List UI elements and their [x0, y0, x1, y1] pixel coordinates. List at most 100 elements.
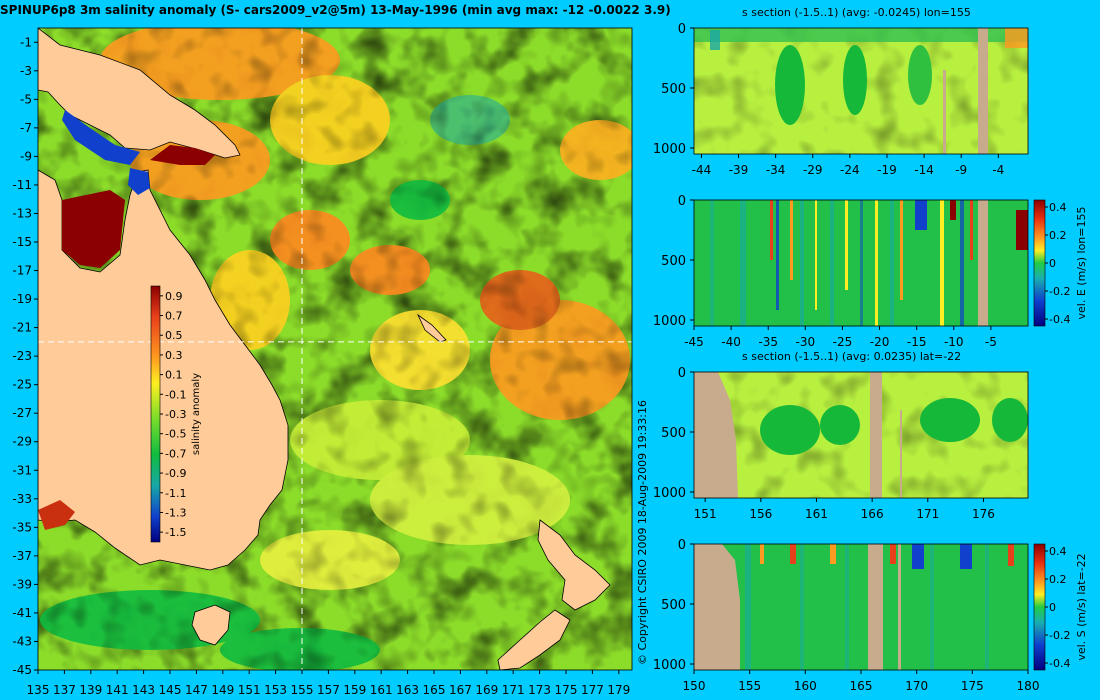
section-land	[870, 372, 882, 498]
section-x-tick-label: 160	[794, 679, 817, 693]
section-y-tick-label: 500	[661, 82, 686, 97]
section-y-tick-label: 500	[661, 254, 686, 269]
map-y-tick-label: -17	[12, 264, 32, 278]
australia	[38, 169, 289, 571]
vel-s-colorbar-label: vel. S (m/s) lat=-22	[1075, 553, 1088, 660]
map-y-tick-label: -1	[20, 35, 32, 49]
map-y-tick-label: -37	[12, 549, 32, 563]
section-x-tick-label: 170	[905, 679, 928, 693]
vel-s-section-plot[interactable]	[693, 543, 1029, 671]
map-x-tick-label: 135	[27, 683, 50, 697]
colorbar-tick-label: 0.9	[165, 290, 183, 303]
map-x-tick-label: 165	[423, 683, 446, 697]
map-x-tick-label: 171	[502, 683, 525, 697]
map-x-tick-label: 149	[211, 683, 234, 697]
colorbar-tick-label: 0.4	[1049, 201, 1067, 214]
map-x-tick-label: 151	[238, 683, 261, 697]
lon-section-plot[interactable]	[693, 27, 1029, 155]
section-y-tick-label: 0	[678, 194, 686, 209]
map-y-tick-label: -15	[12, 235, 32, 249]
vel-e-section-axes: -45 -40 -35 -30 -25 -20 -15 -10 -5 0 500 1000	[653, 194, 997, 349]
section-land	[978, 200, 988, 326]
colorbar-tick-label: 0	[1049, 601, 1056, 614]
section-x-tick-label: -14	[914, 163, 934, 177]
map-y-tick-label: -25	[12, 378, 32, 392]
map-x-tick-label: 167	[449, 683, 472, 697]
colorbar-tick-label: 0.4	[1049, 545, 1067, 558]
lat-section-title: s section (-1.5..1) (avg: 0.0235) lat=-2…	[742, 350, 962, 363]
section-x-tick-label: -30	[796, 335, 816, 349]
section-x-tick-label: -29	[803, 163, 823, 177]
map-x-tick-label: 175	[555, 683, 578, 697]
map-x-tick-label: 161	[370, 683, 393, 697]
section-land	[943, 70, 946, 154]
colorbar-tick-label: -0.1	[165, 388, 186, 401]
section-x-tick-label: -44	[692, 163, 712, 177]
new-caledonia	[416, 313, 447, 343]
salinity-colorbar-ticks: 0.9 0.7 0.5 0.3 0.1 -0.1 -0.3 -0.5 -0.7 -0.9 -1.1 -…	[160, 290, 186, 539]
section-feature	[843, 45, 867, 115]
section-feature	[992, 398, 1028, 442]
map-y-tick-label: -29	[12, 435, 32, 449]
vel-s-section-axes: 150 155 160 165 170 175 180 0 500 1000	[653, 538, 1040, 693]
gulf-of-carpentaria-anomaly	[62, 190, 125, 268]
section-land	[900, 410, 902, 498]
map-y-tick-label: -43	[12, 634, 32, 648]
section-x-tick-label: -4	[992, 163, 1004, 177]
map-x-tick-label: 139	[79, 683, 102, 697]
map-x-tick-label: 179	[607, 683, 630, 697]
section-x-tick-label: 176	[972, 507, 995, 521]
colorbar-tick-label: -0.7	[165, 447, 186, 460]
section-x-tick-label: 161	[805, 507, 828, 521]
colorbar-tick-label: 0.2	[1049, 573, 1067, 586]
crosshair	[38, 28, 632, 670]
map-x-tick-label: 163	[396, 683, 419, 697]
salinity-colorbar-scale	[150, 285, 161, 543]
section-y-tick-label: 0	[678, 538, 686, 553]
map-title: SPINUP6p8 3m salinity anomaly (S- cars20…	[0, 3, 671, 17]
cape-york-fresh-water	[128, 168, 150, 195]
section-x-tick-label: 155	[738, 679, 761, 693]
section-y-tick-label: 1000	[653, 314, 686, 329]
map-x-tick-label: 153	[264, 683, 287, 697]
map-y-tick-label: -35	[12, 520, 32, 534]
map-y-tick-label: -7	[20, 121, 32, 135]
map-y-tick-label: -41	[12, 606, 32, 620]
section-x-tick-label: 151	[694, 507, 717, 521]
section-y-tick-label: 1000	[653, 658, 686, 673]
colorbar-tick-label: -0.2	[1049, 629, 1070, 642]
section-land	[694, 544, 740, 670]
section-x-tick-label: -24	[840, 163, 860, 177]
colorbar-tick-label: -0.4	[1049, 657, 1070, 670]
colorbar-tick-label: -1.1	[165, 487, 186, 500]
colorbar-tick-label: 0.3	[165, 349, 183, 362]
section-frame	[693, 27, 1029, 155]
section-texture	[694, 372, 1028, 498]
map-y-tick-label: -3	[20, 64, 32, 78]
section-x-tick-label: -45	[684, 335, 704, 349]
section-land	[898, 544, 901, 670]
new-zealand-south	[497, 609, 571, 670]
lat-section-plot[interactable]	[693, 371, 1029, 499]
section-land	[978, 28, 988, 154]
vel-e-section-plot[interactable]	[693, 199, 1029, 327]
coastal-anomalies	[38, 110, 215, 530]
map-y-tick-label: -23	[12, 349, 32, 363]
section-x-tick-label: 175	[961, 679, 984, 693]
colorbar-tick-label: 0	[1049, 257, 1056, 270]
map-x-tick-label: 173	[528, 683, 551, 697]
map-x-tick-label: 141	[106, 683, 129, 697]
map-y-tick-label: -27	[12, 406, 32, 420]
map-x-tick-label: 155	[291, 683, 314, 697]
section-y-tick-label: 0	[678, 22, 686, 37]
map-frame	[37, 27, 633, 671]
section-background	[694, 544, 1028, 670]
map-y-tick-label: -31	[12, 463, 32, 477]
section-land	[694, 372, 738, 498]
salinity-map-plot[interactable]	[38, 20, 640, 672]
new-zealand-north	[537, 519, 611, 611]
section-x-tick-label: -40	[721, 335, 741, 349]
colorbar-tick-label: -0.2	[1049, 285, 1070, 298]
colorbar-tick-label: 0.5	[165, 329, 183, 342]
colorbar-tick-label: -0.5	[165, 428, 186, 441]
